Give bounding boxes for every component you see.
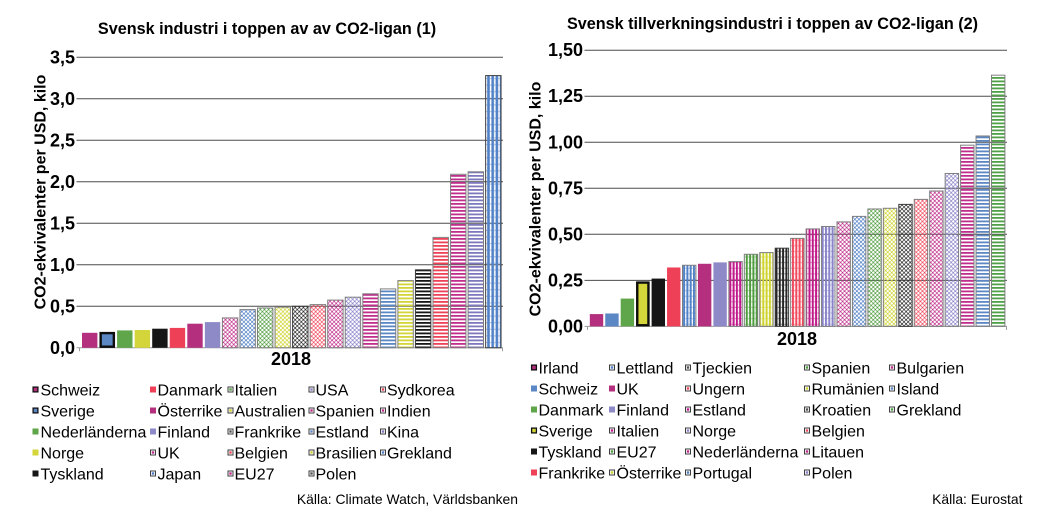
svg-text:Portugal: Portugal	[693, 466, 753, 483]
svg-text:0,0: 0,0	[50, 338, 75, 358]
svg-text:EU27: EU27	[617, 445, 657, 462]
svg-text:Estland: Estland	[316, 425, 369, 442]
svg-text:2,5: 2,5	[50, 130, 75, 150]
svg-text:Polen: Polen	[316, 467, 357, 484]
svg-text:Italien: Italien	[235, 383, 278, 400]
svg-text:Nederländerna: Nederländerna	[41, 425, 147, 442]
svg-text:1,0: 1,0	[50, 255, 75, 275]
svg-text:Frankrike: Frankrike	[235, 425, 302, 442]
svg-text:Sydkorea: Sydkorea	[387, 383, 455, 400]
svg-text:CO2-ekvivalenter per USD, kilo: CO2-ekvivalenter per USD, kilo	[528, 81, 545, 316]
svg-text:Belgien: Belgien	[812, 424, 865, 441]
svg-text:0,50: 0,50	[548, 224, 583, 244]
svg-text:Svensk industri i toppen av av: Svensk industri i toppen av av CO2-ligan…	[98, 20, 436, 38]
svg-text:Polen: Polen	[812, 466, 853, 483]
svg-text:1,25: 1,25	[548, 86, 583, 106]
svg-text:0,00: 0,00	[548, 316, 583, 336]
svg-text:Brasilien: Brasilien	[316, 446, 377, 463]
svg-text:Litauen: Litauen	[812, 445, 865, 462]
svg-text:Norge: Norge	[41, 446, 85, 463]
svg-text:CO2-ekvivalenter per USD, kilo: CO2-ekvivalenter per USD, kilo	[33, 74, 50, 309]
svg-text:Österrike: Österrike	[617, 465, 682, 483]
svg-text:Island: Island	[897, 382, 940, 399]
svg-text:Tyskland: Tyskland	[41, 467, 104, 484]
svg-text:Bulgarien: Bulgarien	[897, 361, 965, 378]
svg-text:Finland: Finland	[158, 425, 210, 442]
svg-text:UK: UK	[617, 382, 640, 399]
svg-text:Svensk tillverkningsindustri i: Svensk tillverkningsindustri i toppen av…	[567, 15, 978, 33]
svg-text:USA: USA	[316, 383, 349, 400]
svg-text:2018: 2018	[777, 329, 817, 349]
svg-text:Schweiz: Schweiz	[41, 383, 101, 400]
svg-text:Nederländerna: Nederländerna	[693, 445, 799, 462]
svg-text:Italien: Italien	[617, 424, 660, 441]
svg-text:Sverige: Sverige	[41, 404, 95, 421]
svg-text:Norge: Norge	[693, 424, 737, 441]
svg-text:2018: 2018	[271, 349, 311, 369]
svg-text:3,0: 3,0	[50, 89, 75, 109]
svg-text:1,50: 1,50	[548, 40, 583, 60]
svg-text:Kroatien: Kroatien	[812, 403, 872, 420]
svg-text:Belgien: Belgien	[235, 446, 288, 463]
svg-text:Grekland: Grekland	[387, 446, 452, 463]
svg-text:Estland: Estland	[693, 403, 746, 420]
svg-text:Tjeckien: Tjeckien	[693, 361, 753, 378]
svg-text:Frankrike: Frankrike	[539, 466, 606, 483]
svg-text:Danmark: Danmark	[158, 383, 224, 400]
svg-text:0,75: 0,75	[548, 178, 583, 198]
svg-text:Källa: Eurostat: Källa: Eurostat	[932, 491, 1022, 507]
svg-text:2,0: 2,0	[50, 172, 75, 192]
svg-text:EU27: EU27	[235, 467, 275, 484]
svg-text:Tyskland: Tyskland	[539, 445, 602, 462]
svg-text:Finland: Finland	[617, 403, 669, 420]
svg-text:Indien: Indien	[387, 404, 431, 421]
svg-text:Kina: Kina	[387, 425, 419, 442]
svg-text:Grekland: Grekland	[897, 403, 962, 420]
svg-text:1,00: 1,00	[548, 132, 583, 152]
svg-text:1,5: 1,5	[50, 213, 75, 233]
svg-text:Irland: Irland	[539, 361, 579, 378]
svg-text:Österrike: Österrike	[158, 403, 223, 421]
svg-text:3,5: 3,5	[50, 47, 75, 67]
svg-text:Sverige: Sverige	[539, 424, 593, 441]
svg-text:Källa: Climate Watch, Världsba: Källa: Climate Watch, Världsbanken	[297, 491, 518, 507]
svg-text:Ungern: Ungern	[693, 382, 745, 399]
svg-text:UK: UK	[158, 446, 181, 463]
svg-text:Lettland: Lettland	[617, 361, 674, 378]
svg-text:0,5: 0,5	[50, 296, 75, 316]
svg-text:Schweiz: Schweiz	[539, 382, 599, 399]
svg-text:Danmark: Danmark	[539, 403, 605, 420]
svg-text:Spanien: Spanien	[812, 361, 871, 378]
svg-text:Australien: Australien	[235, 404, 306, 421]
svg-text:Japan: Japan	[158, 467, 202, 484]
svg-text:Spanien: Spanien	[316, 404, 375, 421]
svg-text:0,25: 0,25	[548, 270, 583, 290]
svg-text:Rumänien: Rumänien	[812, 382, 885, 399]
